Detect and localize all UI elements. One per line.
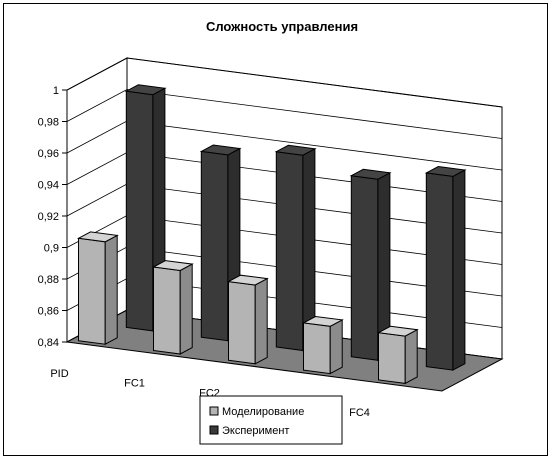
x-category-label: FC1 [124,378,145,390]
y-tick-label: 0,98 [38,117,59,129]
legend-label-modeling: Моделирование [222,406,304,418]
bar-modeling-pid [76,231,119,346]
legend-box [199,395,343,445]
y-tick-label: 0,88 [38,274,59,286]
x-category-label: PID [50,368,68,380]
x-category-label: FC4 [349,407,370,419]
bar-modeling-fc3 [301,315,344,375]
y-axis-ticks: 0,84 0,86 0,88 0,9 0,92 0,94 0,96 0,98 1 [38,85,67,349]
bar-modeling-fc4 [376,325,419,385]
bar-modeling-fc1 [151,260,194,355]
y-tick-label: 1 [53,85,59,97]
bar-modeling-fc2 [226,274,269,365]
bar-experiment-fc3 [349,168,392,362]
y-tick-label: 0,96 [38,148,59,160]
gridline [66,57,503,108]
legend-swatch-experiment [209,425,219,435]
legend-swatch-modeling [209,406,219,416]
gridline [66,89,503,139]
legend-label-experiment: Эксперимент [222,425,289,437]
y-tick-label: 0,94 [38,180,59,192]
y-tick-label: 0,86 [38,306,59,318]
chart-svg: Сложность управления 0,84 0,86 0,88 0,9 0,92… [38,19,504,445]
y-tick-label: 0,9 [44,243,59,255]
legend: Моделирование Эксперимент [199,395,343,445]
chart-bars [76,84,467,385]
bar-experiment-fc4 [424,165,467,371]
y-tick-label: 0,92 [38,211,59,223]
chart-area: Сложность управления 0,84 0,86 0,88 0,9 0,92… [3,3,548,456]
chart-title: Сложность управления [206,19,358,34]
y-tick-label: 0,84 [38,337,59,349]
